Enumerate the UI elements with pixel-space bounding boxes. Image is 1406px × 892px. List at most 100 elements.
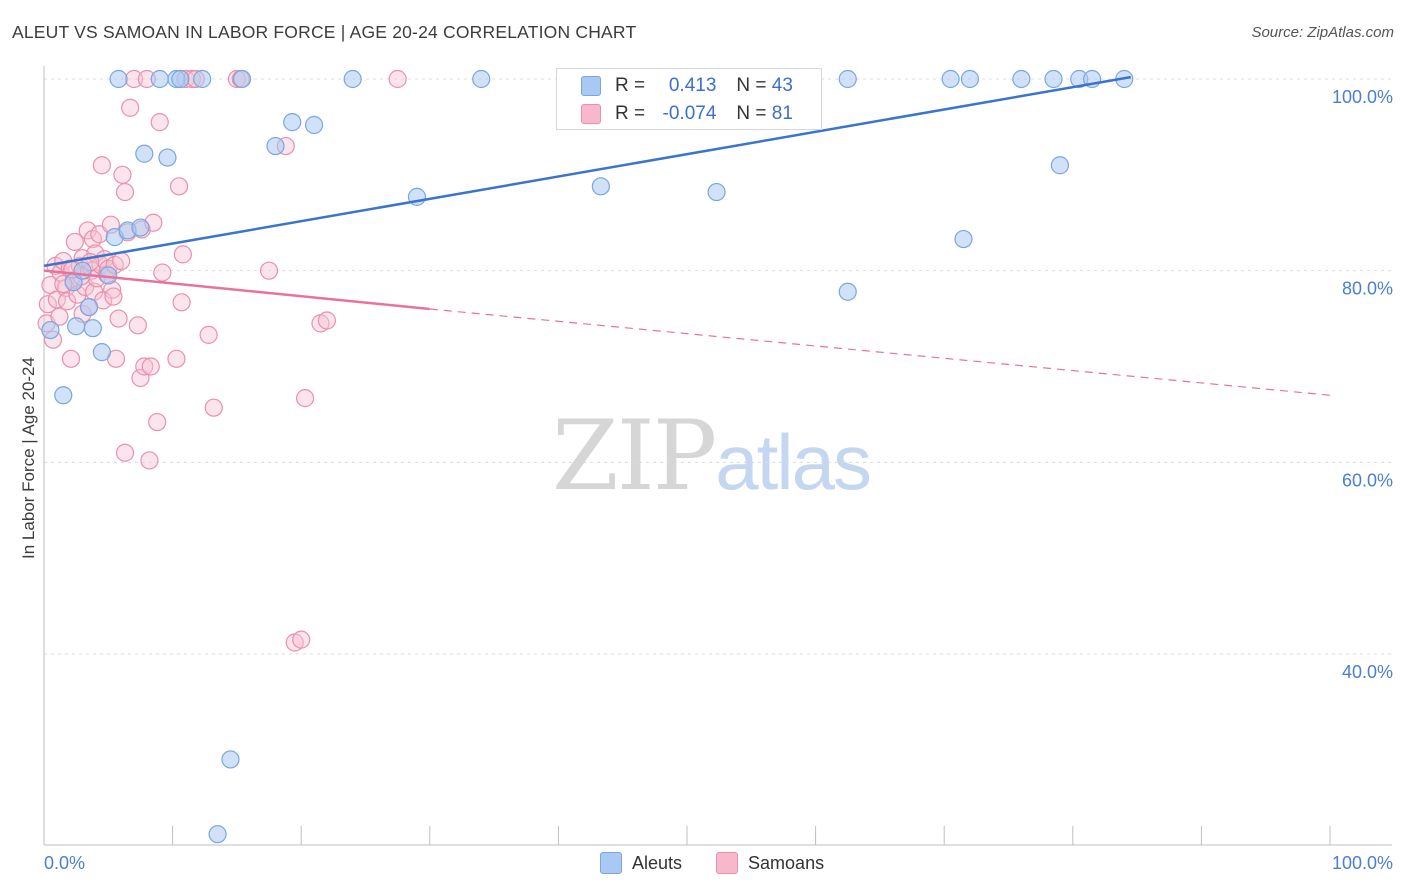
y-tick-label: 60.0% — [1342, 470, 1393, 490]
aleut-point — [41, 320, 60, 340]
aleut-point — [83, 319, 102, 338]
aleut-point — [131, 218, 150, 237]
aleut-r-value: 0.413 — [668, 75, 717, 96]
samoan-point — [115, 443, 135, 462]
aleut-point — [591, 177, 610, 196]
aleut-trend-line — [43, 75, 1131, 268]
series-legend: Aleuts Samoans — [600, 852, 858, 874]
samoan-point — [112, 251, 131, 271]
samoan-n-label: N = — [736, 103, 767, 124]
aleut-point — [1012, 69, 1031, 89]
samoan-point — [128, 316, 147, 335]
y-tick-label: 100.0% — [1332, 87, 1393, 107]
samoan-trend-extension — [429, 308, 1331, 396]
aleut-r-label: R = — [615, 75, 646, 96]
aleut-n-label: N = — [736, 75, 767, 96]
legend-item-aleuts[interactable]: Aleuts — [600, 852, 682, 874]
samoan-point — [259, 261, 279, 280]
samoan-point — [61, 349, 81, 368]
source-label: Source: ZipAtlas.com — [1251, 24, 1394, 41]
aleut-point — [232, 69, 252, 89]
samoan-point — [50, 307, 69, 326]
samoan-point — [121, 98, 140, 117]
x-tick-label-min: 0.0% — [44, 853, 85, 873]
chart-title: ALEUT VS SAMOAN IN LABOR FORCE | AGE 20-… — [12, 22, 637, 42]
aleut-point — [171, 69, 190, 89]
aleut-point — [960, 69, 980, 89]
watermark: ZIPatlas — [552, 400, 872, 512]
samoan-point — [141, 357, 160, 376]
samoan-point — [173, 245, 192, 264]
samoan-point — [167, 349, 186, 368]
aleut-point — [707, 182, 726, 202]
aleut-point — [838, 69, 857, 89]
aleuts-swatch — [600, 852, 622, 874]
legend-item-samoans[interactable]: Samoans — [716, 852, 824, 874]
samoan-point — [140, 451, 159, 470]
aleut-point — [208, 825, 227, 844]
samoan-r-label: R = — [615, 103, 646, 124]
samoan-point — [172, 293, 191, 312]
samoan-point — [135, 357, 154, 376]
aleut-point — [135, 144, 154, 163]
samoan-point — [295, 389, 315, 408]
samoan-point — [150, 113, 169, 132]
samoan-point — [113, 165, 132, 184]
samoan-point — [317, 311, 337, 330]
samoan-point — [38, 295, 57, 314]
samoan-points — [37, 69, 407, 652]
grid-layer — [44, 78, 1392, 655]
aleut-point — [73, 261, 92, 280]
aleut-point — [472, 69, 491, 89]
aleut-point — [1044, 69, 1063, 89]
aleut-point — [150, 69, 169, 89]
samoan-swatch — [581, 104, 601, 124]
aleut-point — [221, 750, 240, 769]
y-tick-label: 40.0% — [1342, 662, 1393, 682]
samoan-point — [92, 156, 111, 175]
aleut-point — [54, 386, 73, 405]
aleut-point — [193, 69, 212, 89]
samoan-point — [153, 263, 172, 282]
legend-row-samoan: R = -0.074 N = 81 — [581, 100, 793, 128]
aleut-point — [266, 136, 285, 156]
samoans-label: Samoans — [748, 852, 825, 873]
x-tick-label-max: 100.0% — [1332, 853, 1393, 873]
samoan-point — [292, 630, 311, 649]
samoan-point — [78, 221, 97, 240]
aleut-point — [79, 297, 99, 317]
samoan-r-value: -0.074 — [662, 103, 717, 124]
stats-legend: R = 0.413 N = 43 R = -0.074 N = 81 — [556, 68, 822, 130]
aleut-point — [304, 115, 324, 135]
samoan-point — [65, 232, 84, 252]
samoans-swatch — [716, 852, 739, 874]
samoan-trend-line — [43, 269, 430, 311]
samoan-point — [169, 177, 189, 196]
samoan-point — [115, 182, 135, 202]
y-axis-label: In Labor Force | Age 20-24 — [19, 357, 38, 559]
legend-row-aleut: R = 0.413 N = 43 — [581, 72, 793, 100]
aleut-point — [954, 229, 973, 249]
aleut-n-value: 43 — [771, 75, 793, 96]
samoan-point — [58, 292, 77, 311]
aleut-point — [67, 317, 86, 336]
samoan-point — [204, 398, 223, 417]
samoan-point — [148, 412, 167, 432]
axis-layer — [43, 66, 1392, 846]
aleut-point — [1050, 156, 1070, 175]
aleuts-label: Aleuts — [632, 852, 683, 873]
aleut-point — [158, 148, 177, 167]
aleut-point — [92, 343, 111, 362]
samoan-point — [199, 325, 218, 344]
watermark-zip: ZIP — [552, 400, 717, 512]
samoan-point — [388, 69, 407, 89]
y-tick-label: 80.0% — [1342, 279, 1393, 299]
tick-labels: 40.0% 60.0% 80.0% 100.0% 0.0% 100.0% — [44, 87, 1393, 873]
samoan-point — [131, 368, 150, 388]
aleut-point — [283, 113, 302, 132]
aleut-swatch — [581, 76, 601, 96]
samoan-point — [104, 287, 123, 306]
aleut-points — [41, 69, 1134, 844]
trend-lines — [43, 75, 1331, 396]
